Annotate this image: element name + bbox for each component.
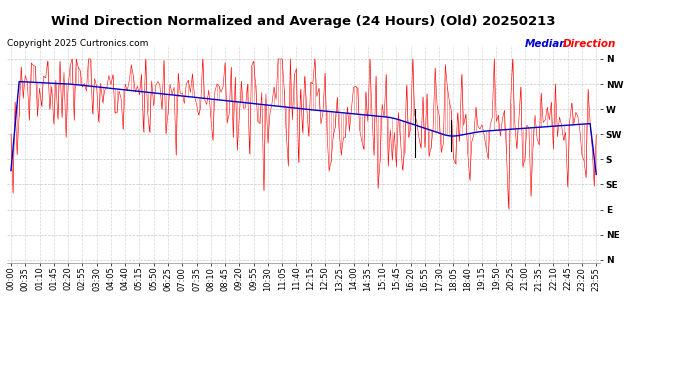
Text: Wind Direction Normalized and Average (24 Hours) (Old) 20250213: Wind Direction Normalized and Average (2… <box>51 15 556 28</box>
Text: Direction: Direction <box>562 39 615 50</box>
Text: Copyright 2025 Curtronics.com: Copyright 2025 Curtronics.com <box>7 39 148 48</box>
Text: Median: Median <box>524 39 567 50</box>
